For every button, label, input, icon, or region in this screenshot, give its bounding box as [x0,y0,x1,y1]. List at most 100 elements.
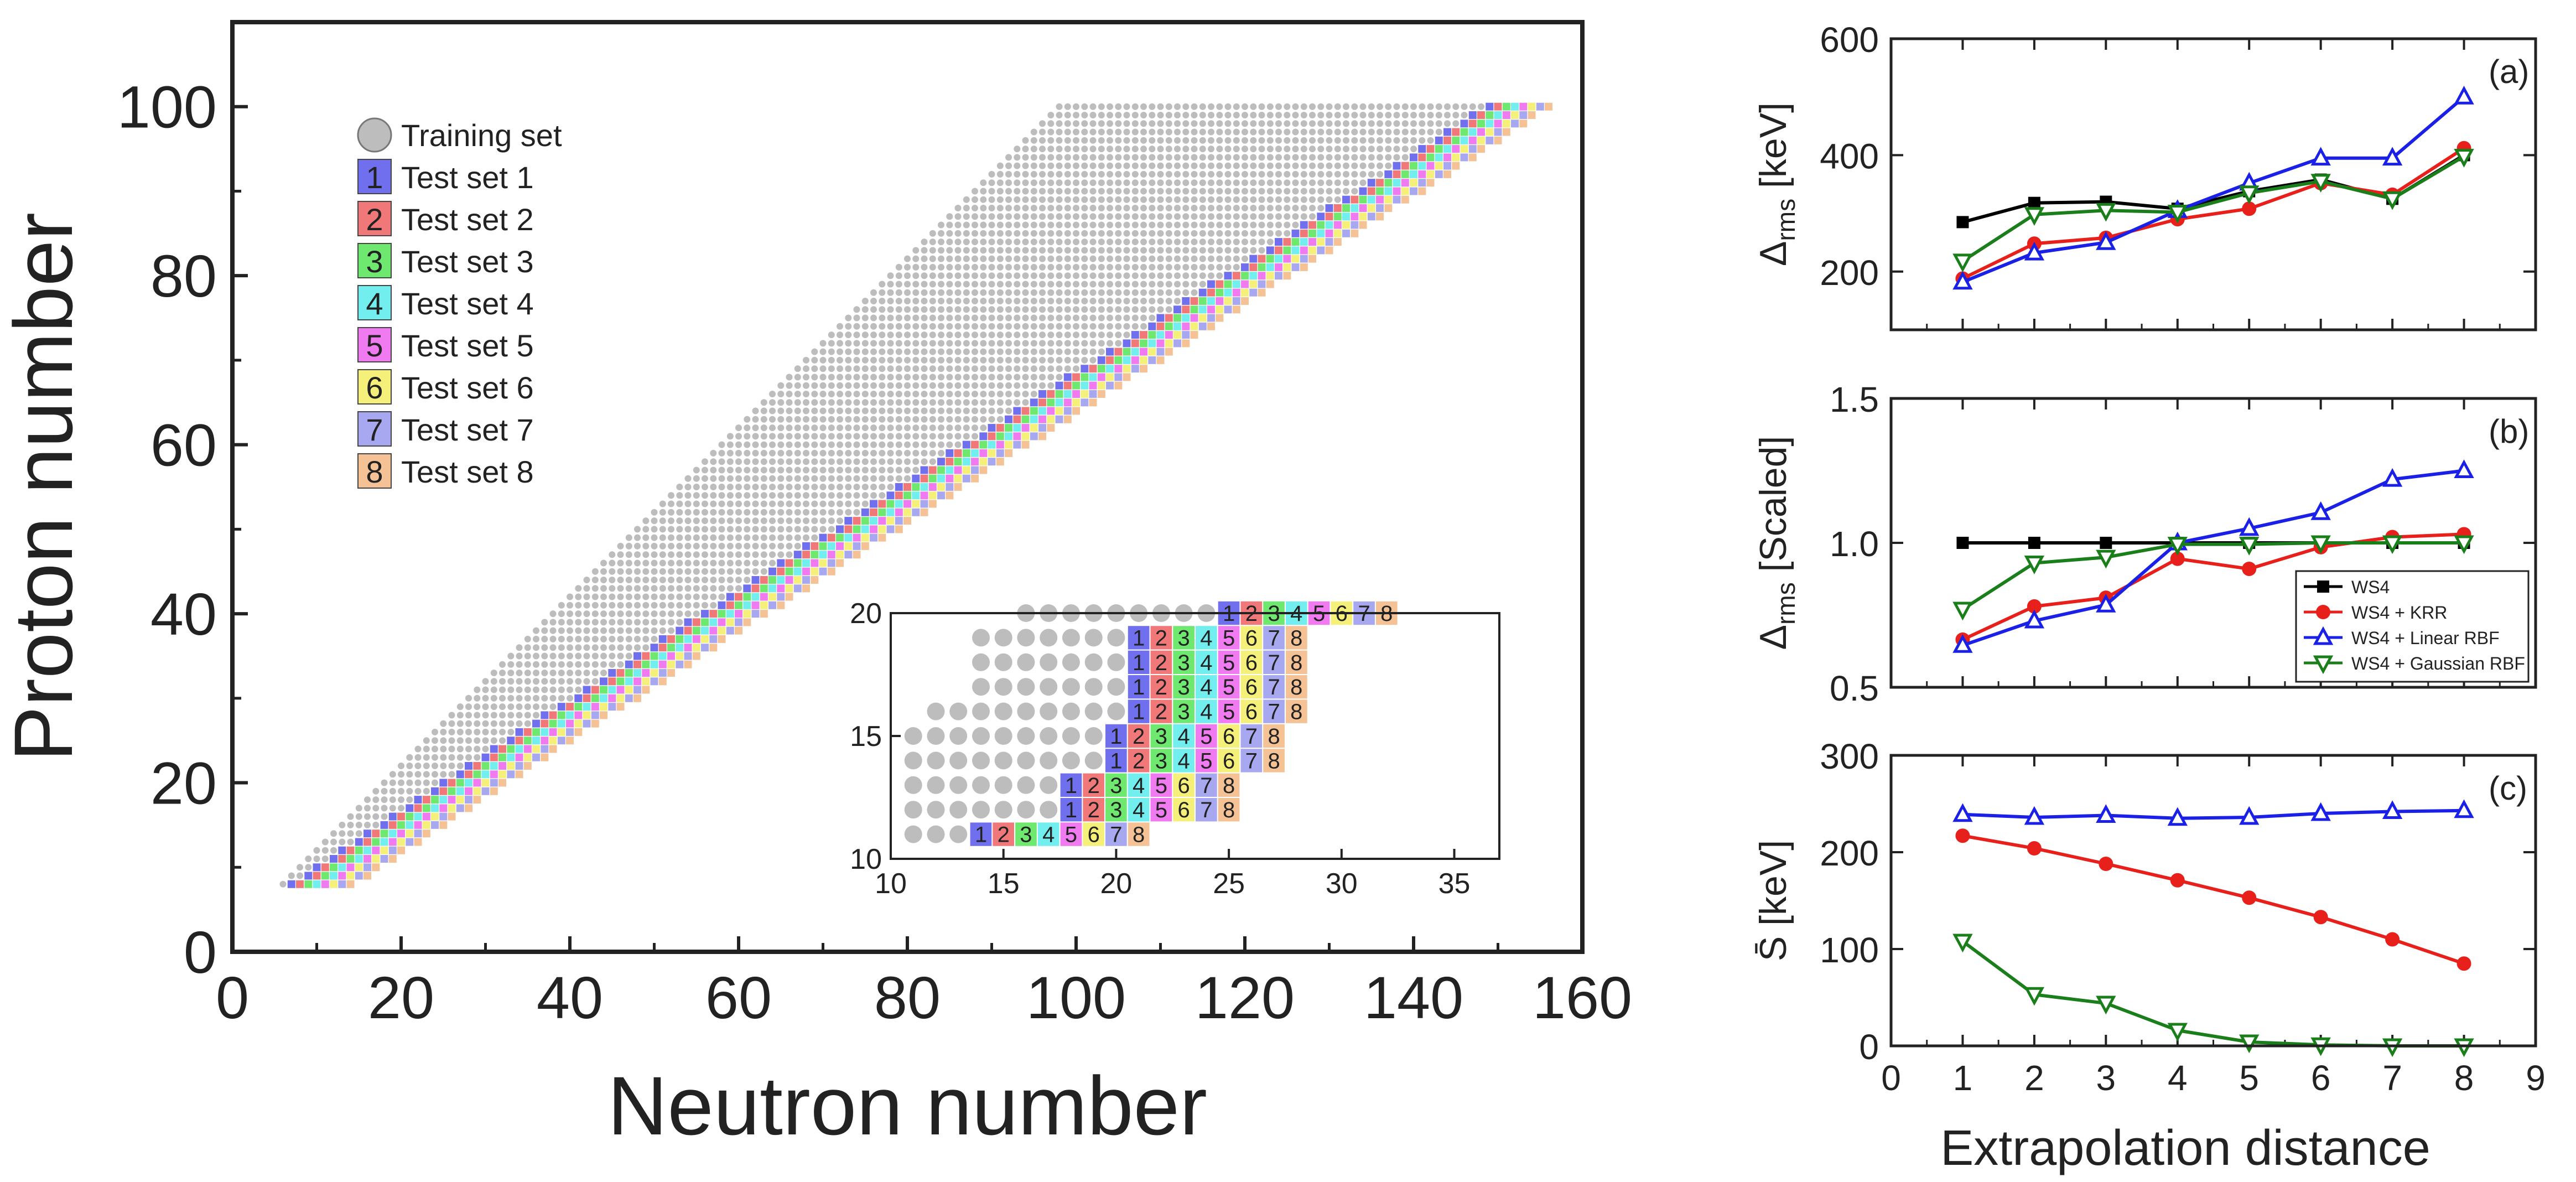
training-point [625,627,632,634]
test-set-6-point [346,872,355,880]
training-point [1233,170,1240,178]
training-point [972,323,978,330]
inset-training-point [1040,702,1058,720]
training-point [398,787,404,795]
training-point [794,484,801,490]
training-point [524,635,531,642]
training-point [904,433,911,440]
training-point [406,771,413,778]
training-point [1039,162,1046,169]
test-set-8-point [1494,136,1502,144]
test-set-4-point [355,855,363,863]
test-set-6-point [1333,229,1342,237]
training-point [609,551,616,558]
training-point [988,356,995,364]
training-point [1098,112,1105,118]
test-set-3-point [1123,348,1131,356]
test-set-3-point [422,804,430,812]
training-point [651,619,658,626]
inset-cell-number: 8 [1290,675,1302,699]
training-point [1073,314,1079,322]
training-point [1056,239,1063,246]
test-set-4-point [1063,390,1072,398]
test-set-5-point [1038,415,1046,423]
training-point [870,306,877,313]
training-point [432,754,438,761]
test-set-3-point [456,779,464,787]
training-point [988,340,995,347]
panel-label: (a) [2489,53,2529,90]
test-set-4-point [726,610,734,618]
test-set-4-point [1232,280,1240,288]
test-set-3-point [600,686,607,694]
training-point [1242,247,1248,254]
training-point [946,281,953,288]
training-point [1242,239,1248,246]
test-set-8-point [1047,424,1055,432]
test-set-6-point [422,821,430,829]
training-point [1368,120,1375,127]
test-set-8-point [853,551,861,559]
training-point [372,787,380,795]
training-point [1030,213,1037,220]
test-set-6-point [625,686,633,694]
test-set-2-point [523,728,532,736]
test-set-7-point [414,830,422,838]
training-point [904,348,911,355]
inset-training-point [1062,751,1080,770]
inset-cell-number: 1 [975,823,987,847]
training-point [1359,162,1367,169]
inset-test-set-cell [1196,699,1217,723]
test-set-5-point [971,458,979,466]
training-point [769,391,776,397]
training-point [1157,179,1164,186]
training-point [1014,289,1021,296]
training-point [1030,391,1037,397]
training-point [938,391,944,397]
training-point [996,298,1004,304]
training-point [1208,170,1214,178]
training-point [591,635,599,642]
training-point [693,526,700,533]
test-set-1-point [557,703,565,711]
training-point [1022,306,1029,313]
test-set-8-point [363,872,371,880]
training-point [1073,128,1079,136]
training-point [1165,188,1172,195]
training-point [1089,196,1097,203]
inset-y-tick-label: 20 [850,598,882,630]
training-point [929,424,936,432]
marker-triangle-down [2024,556,2045,574]
training-point [1022,188,1029,195]
training-point [1047,170,1055,178]
training-point [786,374,793,381]
training-point [1022,391,1029,397]
training-point [794,517,801,525]
training-point [845,323,852,330]
test-set-7-point [751,610,760,618]
test-set-2-point [1258,255,1266,263]
training-point [668,602,674,609]
training-point [1334,188,1341,195]
training-point [591,619,599,626]
training-point [1123,230,1130,237]
test-set-3-point [1021,415,1030,423]
training-point [752,407,759,414]
training-point [1334,179,1341,186]
training-point [1242,137,1248,144]
training-point [625,577,632,583]
training-point [533,703,539,711]
training-point [744,568,751,575]
training-point [777,382,785,389]
test-set-5-point [498,762,506,770]
training-point [625,652,632,660]
training-point [980,247,987,254]
training-point [819,391,827,397]
training-point [929,382,936,389]
training-point [591,670,599,676]
training-point [440,754,447,761]
training-point [828,356,835,364]
test-set-3-point [591,694,599,702]
training-point [651,526,658,533]
